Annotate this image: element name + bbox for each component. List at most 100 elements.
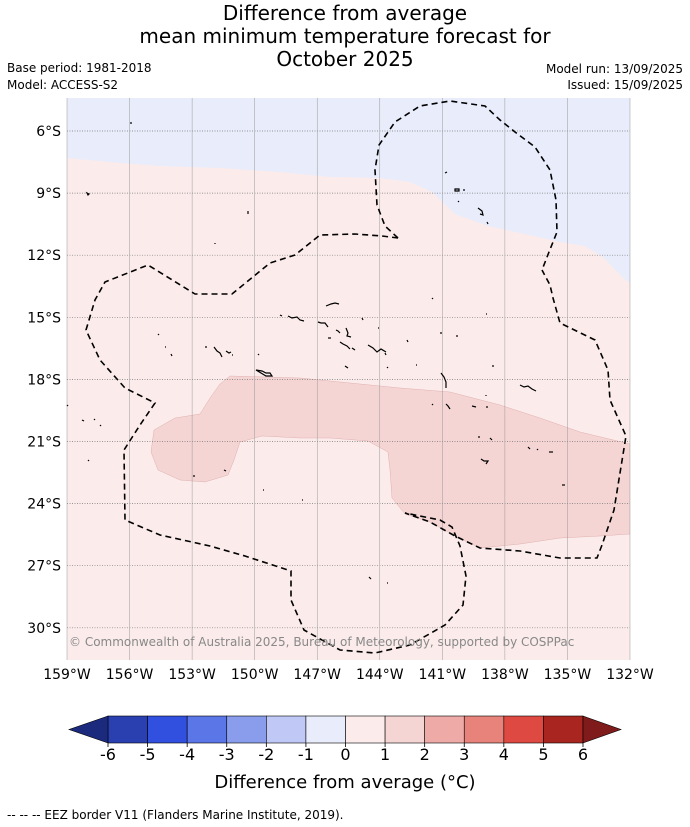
island bbox=[471, 405, 477, 408]
colorbar-extend-low bbox=[68, 715, 109, 744]
lon-label: 153°W bbox=[168, 667, 216, 683]
island bbox=[431, 297, 434, 300]
island bbox=[213, 346, 223, 358]
island bbox=[486, 221, 489, 225]
colorbar-swatch bbox=[305, 715, 346, 744]
copyright-notice: © Commonwealth of Australia 2025, Bureau… bbox=[69, 635, 574, 649]
island bbox=[457, 200, 460, 203]
colorbar-swatch bbox=[226, 715, 267, 744]
island bbox=[279, 314, 283, 317]
colorbar-swatch bbox=[186, 715, 228, 744]
colorbar-tick-label: 1 bbox=[379, 745, 391, 764]
map-title-line1: Difference from average bbox=[222, 1, 468, 25]
eez-border-marquesas bbox=[374, 100, 558, 271]
issued-label: Issued: 15/09/2025 bbox=[567, 78, 683, 92]
lat-label: 18°S bbox=[27, 372, 61, 388]
island bbox=[99, 424, 102, 427]
colorbar-tick-label: -3 bbox=[218, 745, 235, 764]
lon-label: 138°W bbox=[481, 667, 529, 683]
island bbox=[440, 372, 447, 388]
colorbar-tick-label: 2 bbox=[419, 745, 430, 764]
island bbox=[255, 369, 274, 377]
island bbox=[445, 403, 451, 410]
anomaly-region-minus1-0 bbox=[67, 98, 630, 283]
base-period-label: Base period: 1981-2018 bbox=[7, 61, 152, 75]
lat-label: 30°S bbox=[27, 621, 61, 637]
colorbar-label: Difference from average (°C) bbox=[214, 772, 476, 793]
lat-label: 24°S bbox=[27, 497, 61, 513]
lon-label: 156°W bbox=[106, 667, 154, 683]
colorbar-swatch bbox=[107, 715, 148, 744]
gridlines bbox=[66, 98, 631, 660]
longitude-labels: 159°W 156°W 153°W 150°W 147°W 144°W 141°W 138°W… bbox=[43, 667, 654, 683]
island bbox=[339, 341, 351, 350]
island bbox=[223, 469, 227, 472]
island bbox=[93, 418, 96, 421]
colorbar-tick-label: 0 bbox=[340, 745, 351, 764]
lat-label: 27°S bbox=[27, 559, 61, 575]
island bbox=[384, 352, 387, 356]
island bbox=[454, 188, 460, 192]
lat-label: 9°S bbox=[36, 186, 61, 202]
colorbar-tick-label: 3 bbox=[459, 745, 470, 764]
colorbar-swatch bbox=[424, 715, 465, 744]
colorbar-swatch bbox=[463, 715, 505, 744]
lon-label: 135°W bbox=[544, 667, 592, 683]
lon-label: 132°W bbox=[606, 667, 654, 683]
latitude-labels: 6°S 9°S 12°S 15°S 18°S 21°S 24°S 27°S 30°S bbox=[27, 124, 61, 637]
lat-label: 21°S bbox=[27, 435, 61, 451]
model-run-label: Model run: 13/09/2025 bbox=[545, 62, 683, 76]
island bbox=[344, 365, 349, 369]
island bbox=[351, 347, 356, 351]
island bbox=[368, 576, 372, 580]
lon-label: 150°W bbox=[231, 667, 279, 683]
island bbox=[335, 329, 341, 334]
lon-label: 144°W bbox=[356, 667, 404, 683]
island bbox=[317, 321, 329, 328]
colorbar-swatch bbox=[147, 715, 188, 744]
island-outlines bbox=[66, 122, 565, 584]
colorbar-swatch bbox=[345, 715, 386, 744]
island bbox=[325, 302, 340, 307]
colorbar-tick-label: -5 bbox=[139, 745, 156, 764]
island bbox=[170, 353, 173, 357]
colorbar-swatch bbox=[266, 715, 307, 744]
island bbox=[444, 171, 448, 174]
island bbox=[480, 458, 490, 465]
island bbox=[81, 419, 85, 422]
island bbox=[406, 339, 409, 343]
island bbox=[257, 353, 260, 356]
island bbox=[367, 344, 387, 353]
island bbox=[489, 437, 493, 441]
island bbox=[519, 384, 537, 392]
island bbox=[527, 446, 531, 450]
island bbox=[157, 333, 160, 336]
colorbar-tick-label: -4 bbox=[179, 745, 196, 764]
eez-border-french-polynesia bbox=[85, 233, 627, 654]
lon-label: 141°W bbox=[419, 667, 467, 683]
colorbar-swatch bbox=[503, 715, 544, 744]
colorbar bbox=[68, 715, 622, 747]
lat-label: 12°S bbox=[27, 248, 61, 264]
colorbar-tick-label: 4 bbox=[498, 745, 509, 764]
map-title-line2: mean minimum temperature forecast for bbox=[139, 24, 551, 48]
lat-label: 15°S bbox=[27, 310, 61, 326]
colorbar-tick-label: 5 bbox=[538, 745, 549, 764]
eez-border-lines bbox=[85, 100, 627, 654]
lon-label: 147°W bbox=[293, 667, 341, 683]
colorbar-tick-label: -1 bbox=[297, 745, 314, 764]
island bbox=[361, 317, 364, 321]
island bbox=[87, 459, 90, 462]
colorbar-swatch bbox=[384, 715, 425, 744]
lat-label: 6°S bbox=[36, 124, 61, 140]
colorbar-tick-label: -6 bbox=[100, 745, 116, 764]
anomaly-region-1-2 bbox=[150, 375, 630, 549]
colorbar-tick-label: -2 bbox=[258, 745, 275, 764]
island bbox=[287, 315, 305, 322]
model-label: Model: ACCESS-S2 bbox=[7, 78, 119, 92]
colorbar-swatch bbox=[543, 715, 584, 744]
island bbox=[477, 207, 484, 216]
eez-legend-note: -- -- -- EEZ border V11 (Flanders Marine… bbox=[7, 808, 344, 822]
island bbox=[225, 350, 232, 354]
